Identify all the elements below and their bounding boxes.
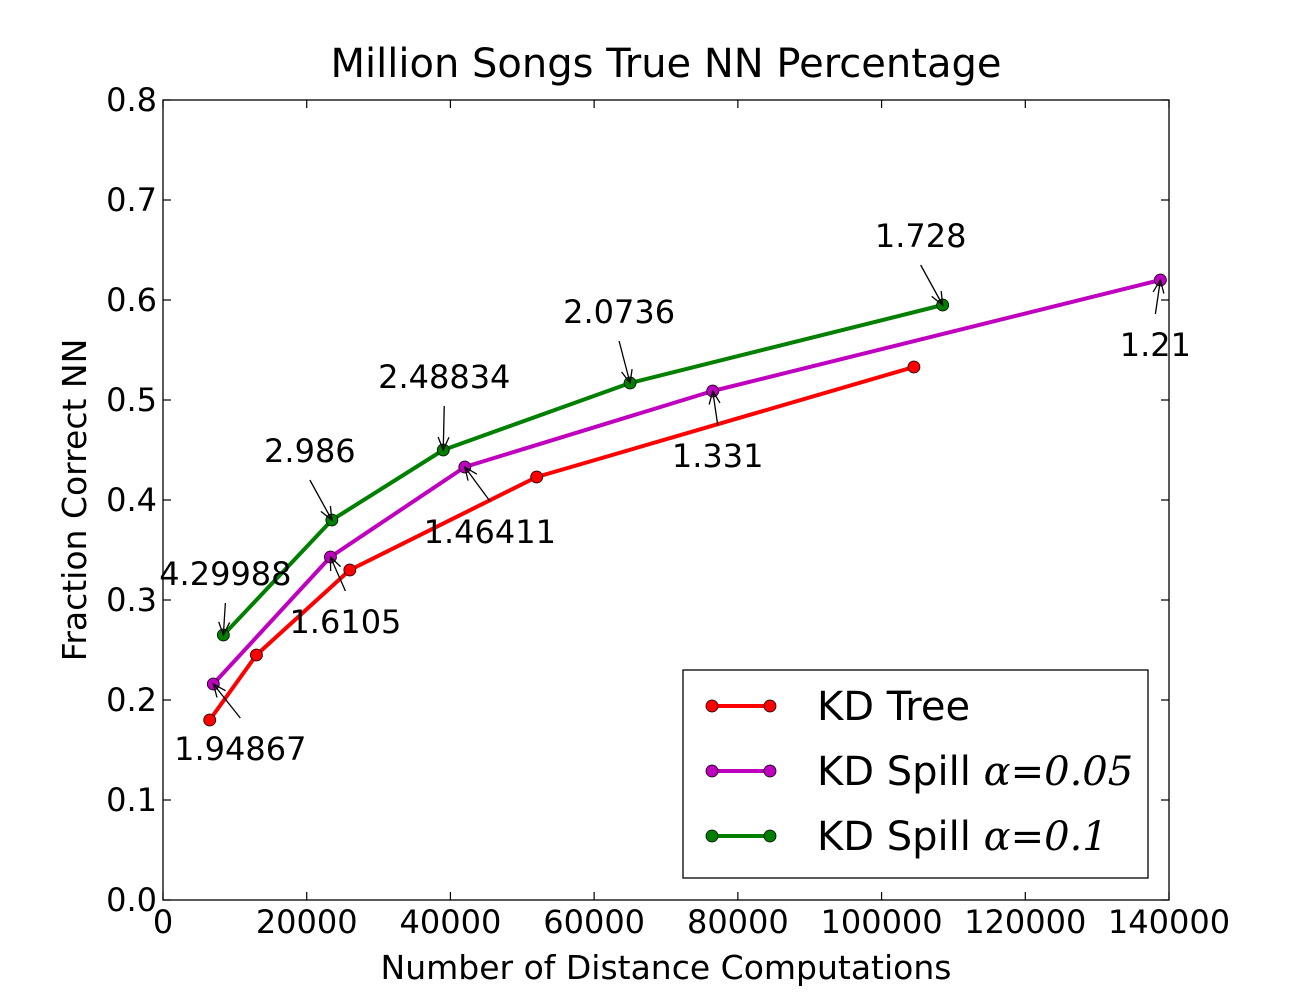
annotation-arrow (309, 479, 333, 521)
annotation-label: 1.331 (672, 437, 764, 475)
chart-title: Million Songs True NN Percentage (331, 41, 1002, 87)
annotation-label: 1.94867 (174, 730, 306, 768)
annotation-arrowhead (320, 506, 333, 522)
x-tick-label: 20000 (256, 903, 358, 941)
annotation: 1.728 (875, 217, 967, 307)
annotation-label: 4.29988 (159, 555, 291, 593)
x-tick-label: 100000 (820, 903, 942, 941)
x-tick-label: 120000 (964, 903, 1086, 941)
legend-label-text: KD Spill (817, 814, 984, 860)
legend-marker (705, 764, 719, 778)
annotation: 1.331 (672, 389, 764, 475)
x-tick-label: 60000 (543, 903, 645, 941)
x-tick-label: 140000 (1108, 903, 1230, 941)
annotation-arrow (712, 390, 719, 426)
legend-marker (705, 699, 719, 713)
y-tick-label: 0.6 (106, 281, 157, 319)
annotation-arrowhead (329, 555, 342, 572)
x-tick-label: 80000 (687, 903, 789, 941)
annotation-arrowhead (212, 682, 226, 698)
annotation: 4.29988 (159, 555, 292, 637)
legend-label: KD Spill α=0.05 (817, 749, 1133, 795)
legend-label-math: α=0.05 (984, 749, 1134, 795)
legend-entry: KD Spill α=0.1 (705, 814, 1108, 860)
legend-marker (705, 829, 719, 843)
x-axis-label: Number of Distance Computations (381, 948, 952, 987)
y-axis-label: Fraction Correct NN (55, 339, 94, 662)
annotation: 2.48834 (378, 358, 510, 452)
legend-entry: KD Spill α=0.05 (705, 749, 1133, 795)
legend-label-math: α=0.1 (984, 814, 1108, 860)
annotation-label: 1.46411 (424, 513, 556, 551)
legend-marker (763, 699, 777, 713)
data-point (250, 648, 263, 662)
annotation: 1.6105 (289, 555, 401, 641)
y-tick-label: 0.5 (106, 381, 157, 419)
legend-marker (763, 829, 777, 843)
y-tick-label: 0.3 (106, 581, 157, 619)
annotation-arrow (618, 340, 631, 384)
y-tick-label: 0.7 (106, 181, 157, 219)
annotation-arrow (329, 556, 347, 592)
data-point (907, 360, 921, 374)
legend-label: KD Spill α=0.1 (817, 814, 1108, 860)
annotation-label: 2.48834 (378, 358, 510, 396)
series-line (208, 365, 915, 722)
annotation: 1.46411 (424, 465, 556, 551)
annotation-label: 1.728 (875, 217, 967, 255)
annotation-arrowhead (218, 621, 231, 637)
y-tick-label: 0.8 (106, 81, 157, 119)
annotation-label: 1.6105 (289, 603, 401, 641)
data-point (530, 470, 544, 484)
annotation-arrow (442, 405, 445, 451)
y-tick-label: 0.1 (106, 781, 157, 819)
annotation-arrow (212, 683, 241, 719)
legend-entry: KD Tree (705, 684, 970, 730)
y-tick-label: 0.4 (106, 481, 157, 519)
x-tick-label: 0 (153, 903, 173, 941)
y-tick-label: 0.0 (106, 881, 157, 919)
annotation-arrowhead (621, 369, 633, 385)
legend-label: KD Tree (817, 684, 970, 730)
annotation-arrowhead (708, 389, 721, 405)
annotation-arrow (1154, 279, 1162, 315)
annotation-arrowhead (1152, 278, 1165, 294)
legend-label-text: KD Spill (817, 749, 984, 795)
annotation: 1.94867 (174, 682, 306, 768)
data-point (343, 563, 357, 577)
annotation: 2.986 (264, 432, 356, 522)
plot-area: 0 20000 40000 60000 80000 100000 120000 140000 0… (106, 81, 1230, 941)
annotation-label: 1.21 (1120, 326, 1191, 364)
annotation: 1.21 (1120, 278, 1191, 364)
y-tick-label: 0.2 (106, 681, 157, 719)
annotation-label: 2.0736 (563, 293, 675, 331)
legend-marker (763, 764, 777, 778)
annotation-arrow (920, 264, 944, 306)
annotation-arrowhead (463, 465, 478, 481)
annotation-arrow (222, 602, 227, 636)
annotation-arrowhead (931, 291, 944, 307)
x-tick-label: 40000 (400, 903, 502, 941)
series-0 (203, 360, 921, 727)
annotation-arrow (464, 466, 491, 502)
annotation: 2.0736 (563, 293, 675, 385)
annotation-arrowhead (437, 436, 450, 452)
annotation-label: 2.986 (264, 432, 356, 470)
data-point (203, 713, 217, 727)
